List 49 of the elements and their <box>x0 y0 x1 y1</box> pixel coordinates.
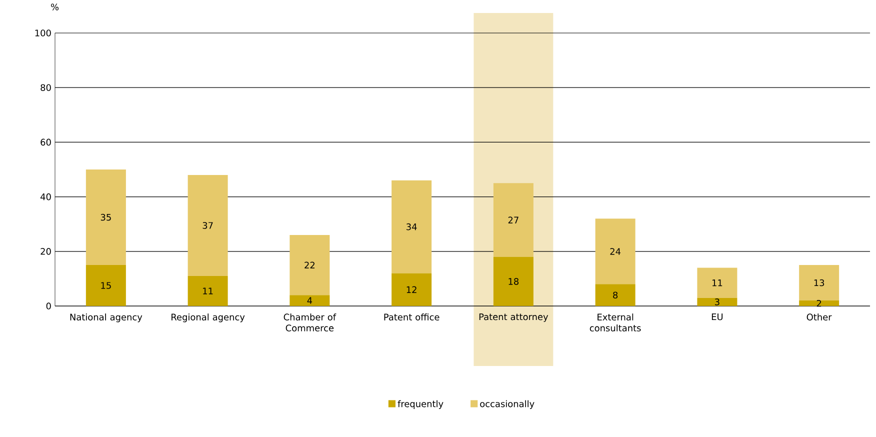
y-tick-label: 0 <box>46 302 51 310</box>
bar <box>493 256 534 306</box>
data-label: 27 <box>508 216 518 224</box>
data-label: 35 <box>100 214 111 221</box>
y-tick-label: 60 <box>40 138 51 146</box>
bar <box>595 218 636 284</box>
bar <box>392 180 432 274</box>
data-label: 37 <box>202 222 213 229</box>
x-tick-label: External consultants <box>590 314 641 332</box>
y-tick-label: 80 <box>40 84 51 91</box>
legend-label: occasionally <box>480 400 534 409</box>
data-label: 34 <box>406 223 417 230</box>
x-tick-label: Other <box>806 314 832 320</box>
bar <box>697 268 738 298</box>
y-tick-label: 40 <box>40 193 51 200</box>
bar <box>392 273 432 306</box>
data-label: 3 <box>715 298 720 306</box>
data-label: 11 <box>712 280 722 286</box>
bar <box>493 183 534 257</box>
data-label: 8 <box>613 292 618 298</box>
bar <box>86 170 126 266</box>
data-label: 11 <box>203 288 213 294</box>
bar <box>290 235 330 296</box>
data-label: 24 <box>610 248 621 255</box>
data-label: 2 <box>816 300 822 307</box>
x-tick-label: EU <box>712 314 723 320</box>
data-label: 4 <box>307 297 312 304</box>
x-tick-label: Regional agency <box>172 314 245 322</box>
y-tick-label: 100 <box>35 30 51 36</box>
data-label: 22 <box>304 262 314 268</box>
bar <box>697 298 738 306</box>
y-tick-label: 20 <box>40 248 51 255</box>
bar <box>799 300 840 306</box>
y-axis-title: % <box>51 4 59 10</box>
bar <box>188 174 228 276</box>
bar <box>799 265 840 301</box>
data-label: 12 <box>406 286 416 293</box>
x-tick-label: National agency <box>70 314 142 322</box>
bar <box>188 276 228 306</box>
bar <box>595 284 636 306</box>
bar <box>290 295 330 306</box>
legend-label: frequently <box>398 400 444 409</box>
data-label: 18 <box>508 278 519 285</box>
data-label: 13 <box>814 279 824 286</box>
bar <box>86 265 126 306</box>
data-label: 15 <box>101 282 111 289</box>
x-tick-label: Patent office <box>384 314 440 320</box>
x-tick-label: Patent attorney <box>479 314 548 322</box>
x-tick-label: Chamber of Commerce <box>284 314 336 332</box>
